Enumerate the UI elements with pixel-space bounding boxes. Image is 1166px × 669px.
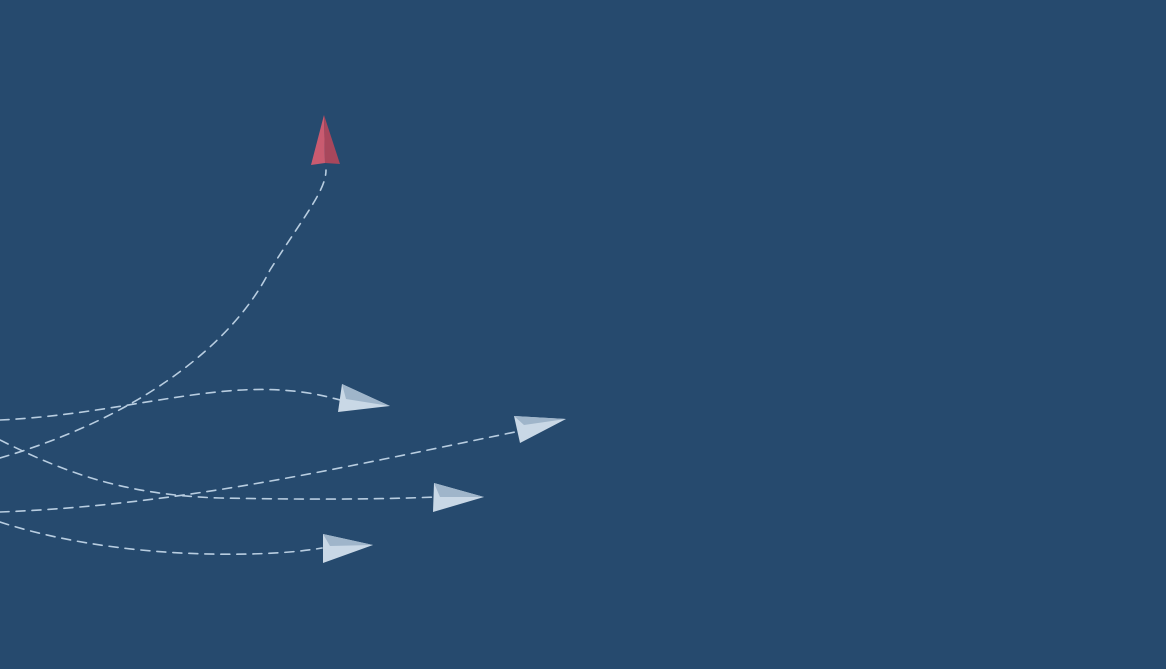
follower-paper-plane-icon-4 [323, 534, 373, 563]
leader-paper-plane-icon [311, 115, 340, 165]
trail-plane-4 [0, 521, 323, 556]
follower-paper-plane-icon-1 [338, 384, 390, 412]
trail-plane-2 [0, 431, 516, 513]
leader-trail [0, 169, 327, 459]
trail-plane-3 [0, 439, 436, 500]
leader-plane-left-wing [311, 115, 325, 165]
trail-plane-1 [0, 388, 346, 421]
follower-paper-plane-icon-3 [433, 483, 484, 512]
flight-trails [0, 169, 516, 556]
leader-plane-right-wing [324, 115, 340, 164]
follower-paper-plane-icon-2 [514, 416, 566, 443]
